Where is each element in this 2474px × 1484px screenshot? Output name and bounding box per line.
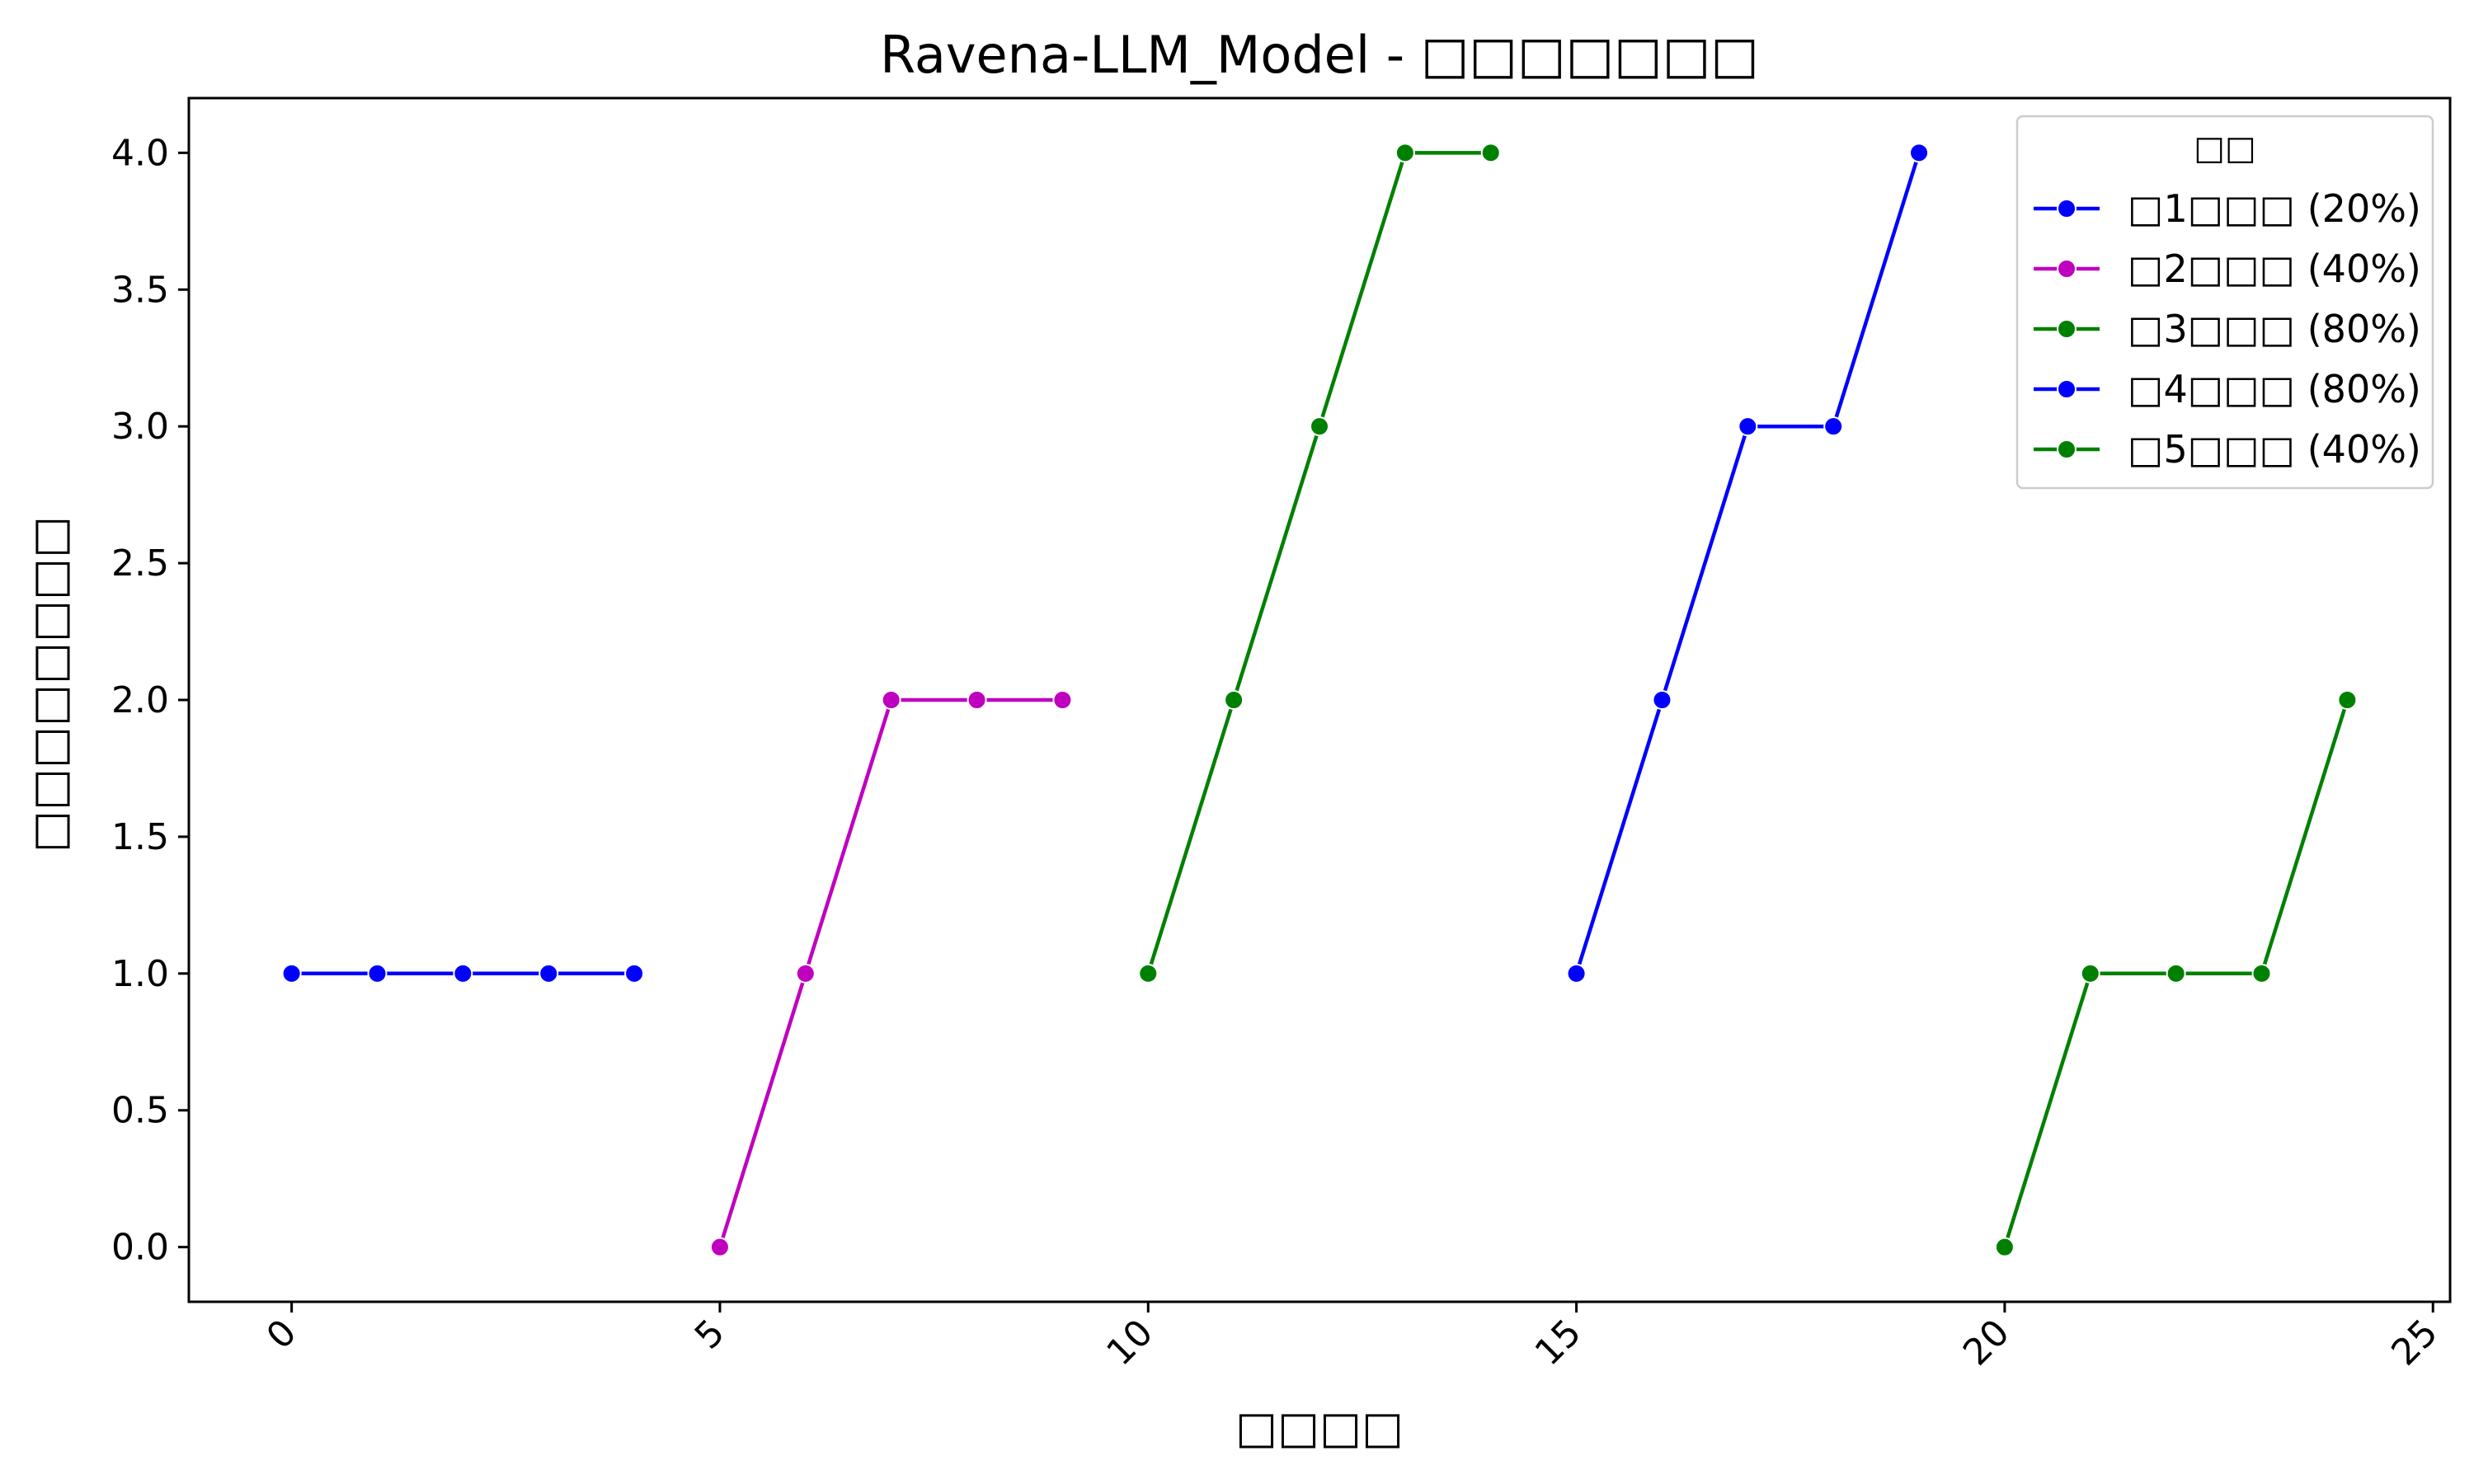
data-point (1994, 1237, 2015, 1257)
y-tick-label: 0.5 (111, 1090, 169, 1132)
data-point (1566, 963, 1587, 984)
legend-swatch-marker (2057, 199, 2077, 218)
data-point (1138, 963, 1159, 984)
data-point (281, 963, 302, 984)
data-point (367, 963, 388, 984)
y-axis-label: □□□□□□□□ (23, 516, 75, 852)
y-tick-label: 3.5 (111, 269, 169, 311)
data-point (539, 963, 559, 984)
series-4 (1566, 143, 1930, 984)
data-point (1652, 690, 1672, 710)
x-axis-label: □□□□ (1235, 1402, 1404, 1453)
data-point (881, 690, 901, 710)
y-tick-label: 1.0 (111, 953, 169, 995)
legend-label: □5□□□ (40%) (2128, 427, 2421, 472)
y-tick-label: 2.0 (111, 679, 169, 721)
series-2 (709, 690, 1073, 1257)
y-tick-label: 4.0 (111, 132, 169, 174)
y-tick-label: 0.0 (111, 1227, 169, 1269)
data-point (1738, 416, 1758, 437)
data-point (2080, 963, 2100, 984)
legend-label: □1□□□ (20%) (2128, 186, 2421, 231)
x-tick-label: 20 (1955, 1312, 2018, 1374)
data-point (1052, 690, 1073, 710)
legend: □□ □1□□□ (20%) □2□□□ (40%) □3□□□ (80%) □4□□□… (2015, 115, 2434, 490)
data-point (2337, 690, 2358, 710)
data-point (2251, 963, 2272, 984)
x-tick-label: 25 (2383, 1312, 2446, 1374)
legend-label: □2□□□ (40%) (2128, 247, 2421, 291)
data-point (2166, 963, 2186, 984)
data-point (624, 963, 645, 984)
data-point (1909, 143, 1930, 163)
x-tick-label: 0 (259, 1312, 305, 1358)
data-point (795, 963, 816, 984)
legend-label: □4□□□ (80%) (2128, 367, 2421, 411)
data-point (1480, 143, 1501, 163)
legend-swatch-marker (2057, 439, 2077, 459)
y-tick-label: 3.0 (111, 406, 169, 448)
y-tick-label: 2.5 (111, 542, 169, 585)
legend-swatch-marker (2057, 379, 2077, 399)
data-point (967, 690, 987, 710)
x-tick-label: 10 (1098, 1312, 1161, 1374)
legend-swatch-marker (2057, 259, 2077, 279)
series-3 (1138, 143, 1501, 984)
series-line (1146, 151, 1493, 976)
data-point (709, 1237, 730, 1257)
series-line (717, 697, 1065, 1249)
series-line (1574, 151, 1921, 976)
series-layer (281, 143, 2358, 1257)
data-point (1395, 143, 1415, 163)
x-tick-label: 15 (1527, 1312, 1590, 1374)
legend-label: □3□□□ (80%) (2128, 307, 2421, 351)
series-1 (281, 963, 645, 984)
data-point (1310, 416, 1329, 437)
legend-swatch-marker (2057, 319, 2077, 339)
legend-box (2015, 115, 2434, 490)
data-point (453, 963, 473, 984)
series-5 (1994, 690, 2358, 1257)
x-tick-label: 5 (687, 1312, 733, 1358)
plot-area-frame (187, 96, 2452, 1303)
y-tick-label: 1.5 (111, 816, 169, 858)
data-point (1224, 690, 1244, 710)
data-point (1823, 416, 1844, 437)
legend-title: □□ (2194, 129, 2256, 167)
chart-title: Ravena-LLM_Model - □□□□□□□ (880, 25, 1759, 85)
